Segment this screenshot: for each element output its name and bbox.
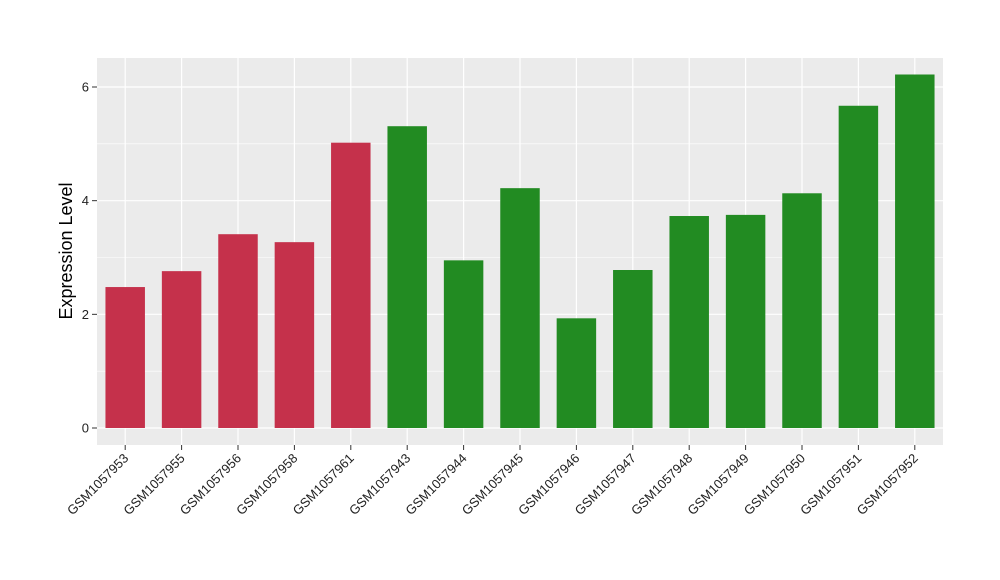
bar-GSM1057950: [782, 193, 822, 428]
bar-GSM1057956: [218, 234, 258, 428]
bar-GSM1057958: [274, 242, 315, 428]
y-tick-label: 2: [82, 307, 89, 322]
bars: [105, 74, 935, 429]
bar-GSM1057952: [895, 74, 935, 428]
bar-GSM1057953: [105, 287, 145, 428]
y-tick-label: 6: [82, 80, 89, 95]
bar-GSM1057949: [725, 214, 766, 428]
bar-GSM1057955: [161, 271, 202, 428]
y-tick-label: 4: [82, 193, 89, 208]
bar-GSM1057948: [669, 216, 709, 428]
bar-GSM1057947: [613, 270, 653, 428]
bar-GSM1057945: [500, 188, 540, 428]
y-tick-label: 0: [82, 421, 89, 436]
y-axis: 0 2 4 6: [82, 80, 97, 436]
y-axis-title: Expression Level: [56, 182, 76, 319]
bar-GSM1057946: [556, 318, 597, 428]
bar-GSM1057944: [443, 260, 484, 428]
x-axis: GSM1057953GSM1057955GSM1057956GSM1057958…: [64, 445, 921, 518]
bar-GSM1057943: [387, 126, 427, 428]
bar-GSM1057961: [331, 142, 371, 429]
bar-GSM1057951: [838, 105, 879, 428]
